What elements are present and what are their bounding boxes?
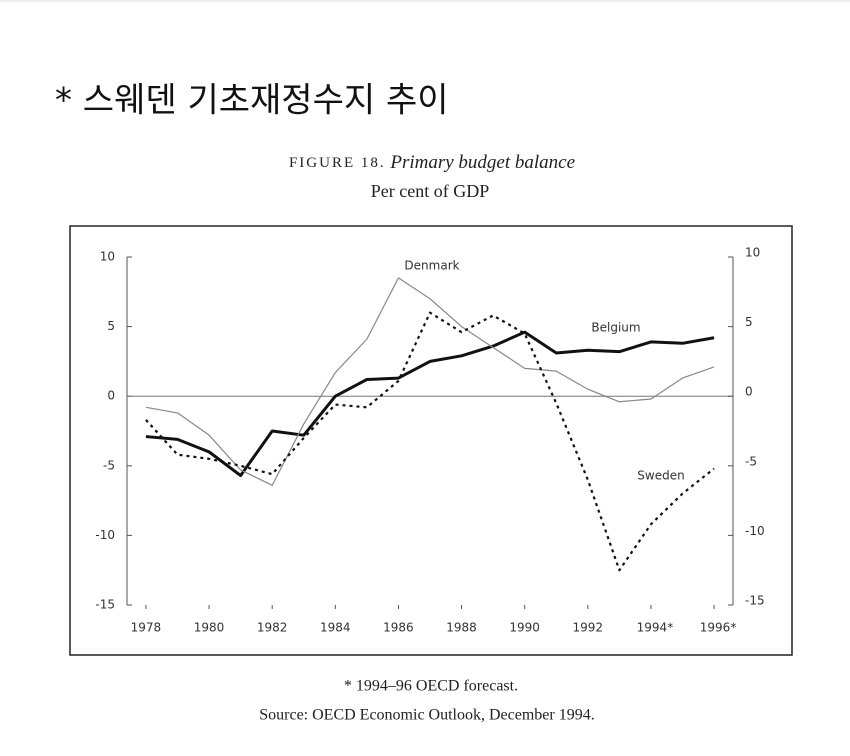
figure-label: FIGURE 18. [289,155,386,171]
y-tick-label: -5 [103,458,115,472]
y2-tick-label: -10 [745,524,765,538]
series-label: Belgium [591,321,640,335]
figure-title: FIGURE 18. Primary budget balance [289,152,575,173]
x-tick-label: 1984 [320,621,351,635]
x-tick-label: 1978 [131,621,162,635]
x-tick-label: 1988 [446,621,477,635]
y2-tick-label: -15 [745,594,765,608]
page-heading: * 스웨덴 기초재정수지 추이 [55,81,449,121]
chart-frame [69,225,793,656]
y2-tick-label: 10 [745,246,760,260]
source: Source: OECD Economic Outlook, December … [259,707,594,724]
x-tick-label: 1980 [194,621,225,635]
chart-subtitle: Per cent of GDP [371,181,489,201]
y-tick-label: -10 [95,528,115,542]
x-tick-label: 1986 [383,621,414,635]
x-tick-label: 1982 [257,621,288,635]
series-label: Denmark [404,259,459,273]
series-line [145,330,715,478]
series-line [145,311,715,572]
y-tick-label: -15 [95,598,115,612]
y2-tick-label: 5 [745,315,753,329]
y2-tick-label: -5 [745,454,757,468]
y-tick-label: 0 [107,389,115,403]
y2-tick-label: 0 [745,385,753,399]
series-label: Sweden [637,469,684,483]
y-tick-label: 10 [100,250,115,264]
x-tick-label: 1994* [637,621,674,635]
x-tick-label: 1990 [509,621,540,635]
x-tick-label: 1996* [700,621,737,635]
chart-title: Primary budget balance [389,152,575,173]
x-tick-label: 1992 [573,621,604,635]
y-tick-label: 5 [107,319,115,333]
series-line [145,277,715,486]
footnote: * 1994–96 OECD forecast. [344,678,518,695]
